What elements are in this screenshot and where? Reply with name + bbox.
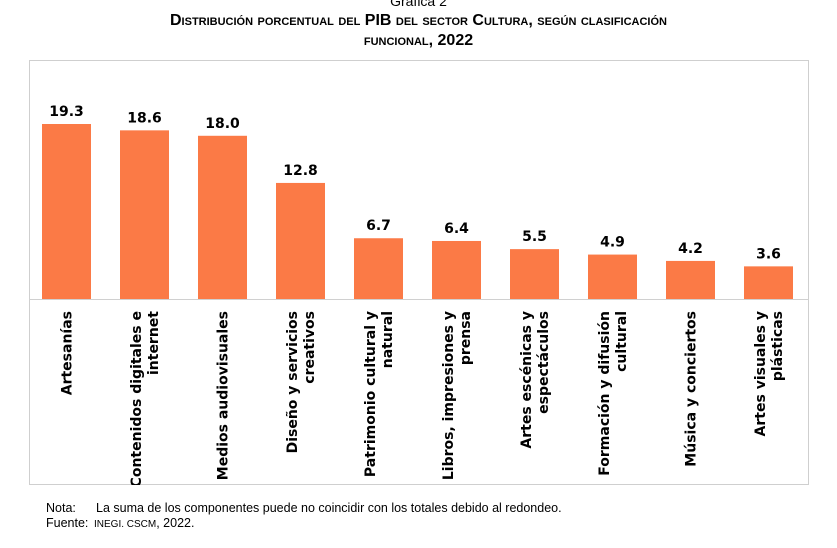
bar-5 [354, 238, 403, 299]
note-label: Nota: [46, 501, 76, 515]
bar-3 [198, 135, 247, 299]
category-label-7-line-2: espectáculos [536, 311, 552, 414]
bar-7 [510, 249, 559, 299]
category-label-10-line-2: plásticas [770, 311, 786, 381]
chart-title-line-1: Distribución porcentual del PIB del sect… [170, 12, 667, 29]
data-label-5: 6.7 [366, 218, 391, 234]
data-label-1: 19.3 [49, 104, 84, 120]
source-label: Fuente: [46, 516, 89, 530]
source: Fuente: INEGI. CSCM, 2022. [46, 516, 194, 530]
data-label-10: 3.6 [756, 246, 781, 262]
data-label-3: 18.0 [205, 116, 240, 132]
data-label-7: 5.5 [522, 229, 547, 245]
bar-6 [432, 240, 481, 299]
category-label-10-line-1: Artes visuales y [753, 311, 769, 436]
category-label-2-line-1: Contenidos digitales e [129, 311, 145, 485]
category-label-6-line-1: Libros, impresiones y [441, 311, 457, 480]
category-label-4-line-1: Diseño y servicios [285, 311, 301, 453]
chart-title-line-2: funcional, 2022 [363, 32, 474, 49]
category-label-5-line-2: natural [380, 311, 396, 368]
bar-8 [588, 254, 637, 299]
category-label-6-line-2: prensa [458, 311, 474, 365]
figure-number: Gráfica 2 [390, 0, 447, 9]
category-label-1: Artesanías [60, 311, 76, 395]
source-year: , 2022. [156, 516, 195, 530]
bar-1 [42, 124, 91, 299]
bar-9 [666, 260, 715, 299]
data-label-2: 18.6 [127, 110, 162, 126]
category-label-8-line-2: cultural [614, 311, 630, 372]
bar-2 [120, 130, 169, 299]
category-label-5-line-1: Patrimonio cultural y [363, 311, 379, 477]
note-text: La suma de los componentes puede no coin… [96, 501, 562, 515]
data-label-4: 12.8 [283, 163, 318, 179]
category-label-9: Música y conciertos [684, 311, 700, 467]
category-label-8-line-1: Formación y difusión [597, 311, 613, 476]
category-label-2-line-2: internet [146, 311, 162, 375]
chart-frame [29, 60, 809, 485]
bar-chart: 19.3 Artesanías 18.6 Contenidos digitales e… [29, 104, 809, 485]
category-label-3: Medios audiovisuales [216, 311, 232, 480]
data-label-8: 4.9 [600, 235, 625, 251]
footnote: Nota: La suma de los componentes puede no… [46, 501, 562, 515]
category-label-4-line-2: creativos [302, 311, 318, 384]
category-label-7-line-1: Artes escénicas y [519, 311, 535, 449]
source-org: INEGI. CSCM [94, 519, 157, 530]
data-label-6: 6.4 [444, 221, 469, 237]
data-label-9: 4.2 [678, 241, 703, 257]
bar-10 [744, 266, 793, 299]
bar-4 [276, 182, 325, 299]
